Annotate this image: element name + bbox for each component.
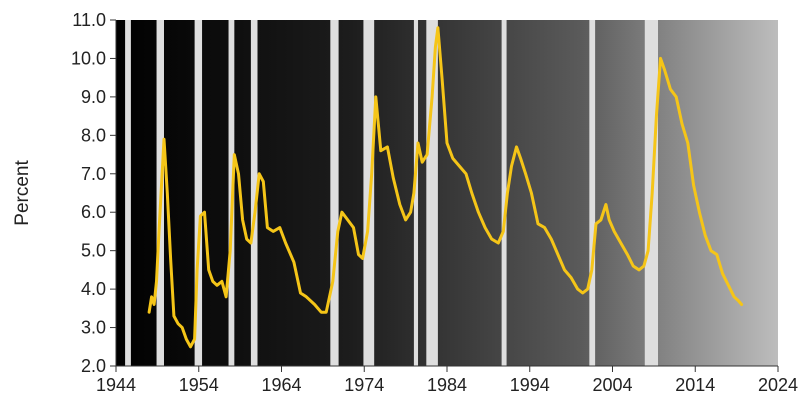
shaded-period-5 [330, 20, 339, 366]
shaded-period-6 [363, 20, 375, 366]
y-tick-label-9: 11.0 [72, 10, 106, 30]
y-tick-label-1: 3.0 [81, 318, 106, 338]
y-tick-label-4: 6.0 [81, 202, 106, 222]
shaded-period-0 [125, 20, 131, 366]
x-tick-label-8: 2024 [758, 375, 798, 395]
y-tick-label-5: 7.0 [81, 164, 106, 184]
x-tick-label-0: 1944 [96, 375, 136, 395]
x-tick-label-6: 2004 [592, 375, 632, 395]
shaded-period-4 [250, 20, 258, 366]
y-tick-label-2: 4.0 [81, 279, 106, 299]
series-line-0 [147, 26, 744, 349]
y-tick-label-7: 9.0 [81, 87, 106, 107]
x-tick-label-7: 2014 [675, 375, 715, 395]
y-tick-label-3: 5.0 [81, 241, 106, 261]
y-axis-title: Percent [12, 160, 33, 226]
x-tick-label-2: 1964 [261, 375, 301, 395]
x-tick-label-4: 1984 [427, 375, 467, 395]
y-tick-label-8: 10.0 [71, 48, 106, 68]
y-tick-label-6: 8.0 [81, 125, 106, 145]
plot-background [116, 20, 778, 366]
x-tick-label-1: 1954 [179, 375, 219, 395]
x-tick-label-5: 1994 [510, 375, 550, 395]
shaded-period-8 [426, 20, 438, 366]
shaded-period-7 [413, 20, 419, 366]
shaded-period-10 [589, 20, 596, 366]
y-tick-label-0: 2.0 [81, 356, 106, 376]
shaded-period-2 [194, 20, 203, 366]
x-tick-label-3: 1974 [344, 375, 384, 395]
shaded-period-9 [501, 20, 507, 366]
